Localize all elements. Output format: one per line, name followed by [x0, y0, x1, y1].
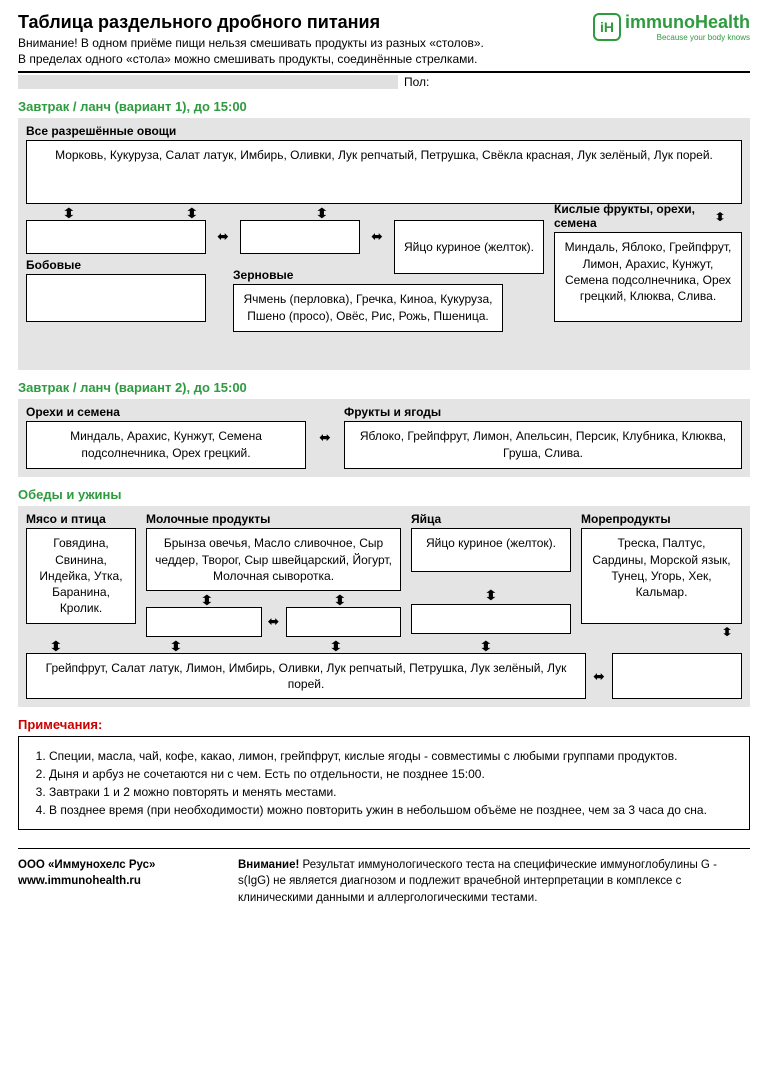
section3-panel: Мясо и птица Говядина, Свинина, Индейка,… [18, 506, 750, 707]
subtitle-1: Внимание! В одном приёме пищи нельзя сме… [18, 35, 593, 51]
arrow-icon: ⬍ [279, 593, 402, 607]
section2-title: Завтрак / ланч (вариант 2), до 15:00 [18, 380, 750, 395]
empty-box [411, 604, 571, 634]
grains-box: Ячмень (перловка), Гречка, Киноа, Кукуру… [233, 284, 503, 332]
arrow-icon: ⬍ [714, 210, 727, 224]
veg-label: Все разрешённые овощи [26, 124, 742, 138]
sea-label: Морепродукты [581, 512, 742, 526]
section2-panel: Орехи и семена Миндаль, Арахис, Кунжут, … [18, 399, 750, 477]
meat-box: Говядина, Свинина, Индейка, Утка, Барани… [26, 528, 136, 624]
note-4: В позднее время (при необходимости) можн… [49, 801, 737, 819]
nuts-label: Орехи и семена [26, 405, 306, 419]
arrow-icon: ⬍ [122, 206, 262, 220]
empty-box [146, 607, 262, 637]
dairy-box: Брынза овечья, Масло сливочное, Сыр чедд… [146, 528, 401, 591]
logo-text: immunoHealth [625, 12, 750, 33]
fruits2-label: Фрукты и ягоды [344, 405, 742, 419]
arrow-icon: ⬍ [266, 639, 406, 653]
header-left: Таблица раздельного дробного питания Вни… [18, 12, 593, 67]
legumes-box [26, 274, 206, 322]
eggs-label: Яйца [411, 512, 571, 526]
arrow-icon: ⬍ [26, 639, 86, 653]
subtitle-2: В пределах одного «стола» можно смешиват… [18, 51, 593, 67]
section1-panel: Все разрешённые овощи Морковь, Кукуруза,… [18, 118, 750, 370]
empty-box [240, 220, 360, 254]
arrow-icon: ⬌ [268, 607, 280, 637]
veg-box: Морковь, Кукуруза, Салат латук, Имбирь, … [26, 140, 742, 204]
note-2: Дыня и арбуз не сочетаются ни с чем. Ест… [49, 765, 737, 783]
arrow-icon: ⬌ [216, 220, 230, 322]
legumes-label: Бобовые [26, 258, 206, 272]
fruits-label: Кислые фрукты, орехи, семена [554, 202, 705, 230]
section1-title: Завтрак / ланч (вариант 1), до 15:00 [18, 99, 750, 114]
arrow-icon: ⬍ [272, 206, 372, 220]
grains-label: Зерновые [233, 268, 503, 282]
footer: ООО «Иммунохелс Рус» www.immunohealth.ru… [18, 848, 750, 905]
logo-icon: iH [593, 13, 621, 41]
empty-box [26, 220, 206, 254]
note-1: Специи, масла, чай, кофе, какао, лимон, … [49, 747, 737, 765]
footer-warning: Внимание! Результат иммунологического те… [238, 857, 750, 905]
section3-title: Обеды и ужины [18, 487, 750, 502]
gender-label: Пол: [404, 75, 429, 89]
eggs-box: Яйцо куриное (желток). [411, 528, 571, 572]
arrow-icon: ⬌ [316, 405, 334, 469]
arrow-icon: ⬍ [411, 588, 571, 602]
divider [18, 71, 750, 73]
arrow-icon: ⬍ [612, 625, 742, 699]
gender-row: Пол: [18, 75, 750, 89]
arrow-icon: ⬍ [96, 639, 256, 653]
meat-label: Мясо и птица [26, 512, 136, 526]
company-url: www.immunohealth.ru [18, 873, 218, 889]
sea-box: Треска, Палтус, Сардины, Морской язык, Т… [581, 528, 742, 624]
dairy-label: Молочные продукты [146, 512, 401, 526]
warn-text: Результат иммунологического теста на спе… [238, 859, 717, 903]
fruits-box: Миндаль, Яблоко, Грейпфрут, Лимон, Арахи… [554, 232, 742, 322]
warn-label: Внимание! [238, 859, 299, 871]
doc-title: Таблица раздельного дробного питания [18, 12, 593, 33]
header: Таблица раздельного дробного питания Вни… [18, 12, 750, 67]
egg-box: Яйцо куриное (желток). [394, 220, 544, 274]
arrow-icon: ⬍ [416, 639, 556, 653]
nuts-box: Миндаль, Арахис, Кунжут, Семена подсолне… [26, 421, 306, 469]
logo: iH immunoHealth Because your body knows [593, 12, 750, 42]
note-3: Завтраки 1 и 2 можно повторять и менять … [49, 783, 737, 801]
logo-tagline: Because your body knows [625, 33, 750, 42]
notes-box: Специи, масла, чай, кофе, какао, лимон, … [18, 736, 750, 830]
notes-title: Примечания: [18, 717, 750, 732]
name-placeholder [18, 75, 398, 89]
company-name: ООО «Иммунохелс Рус» [18, 857, 218, 873]
bottom-veg-box: Грейпфрут, Салат латук, Лимон, Имбирь, О… [26, 653, 586, 699]
arrow-icon: ⬌ [592, 653, 606, 699]
empty-box [286, 607, 402, 637]
fruits2-box: Яблоко, Грейпфрут, Лимон, Апельсин, Перс… [344, 421, 742, 469]
arrow-icon: ⬍ [146, 593, 269, 607]
arrow-icon: ⬍ [26, 206, 112, 220]
